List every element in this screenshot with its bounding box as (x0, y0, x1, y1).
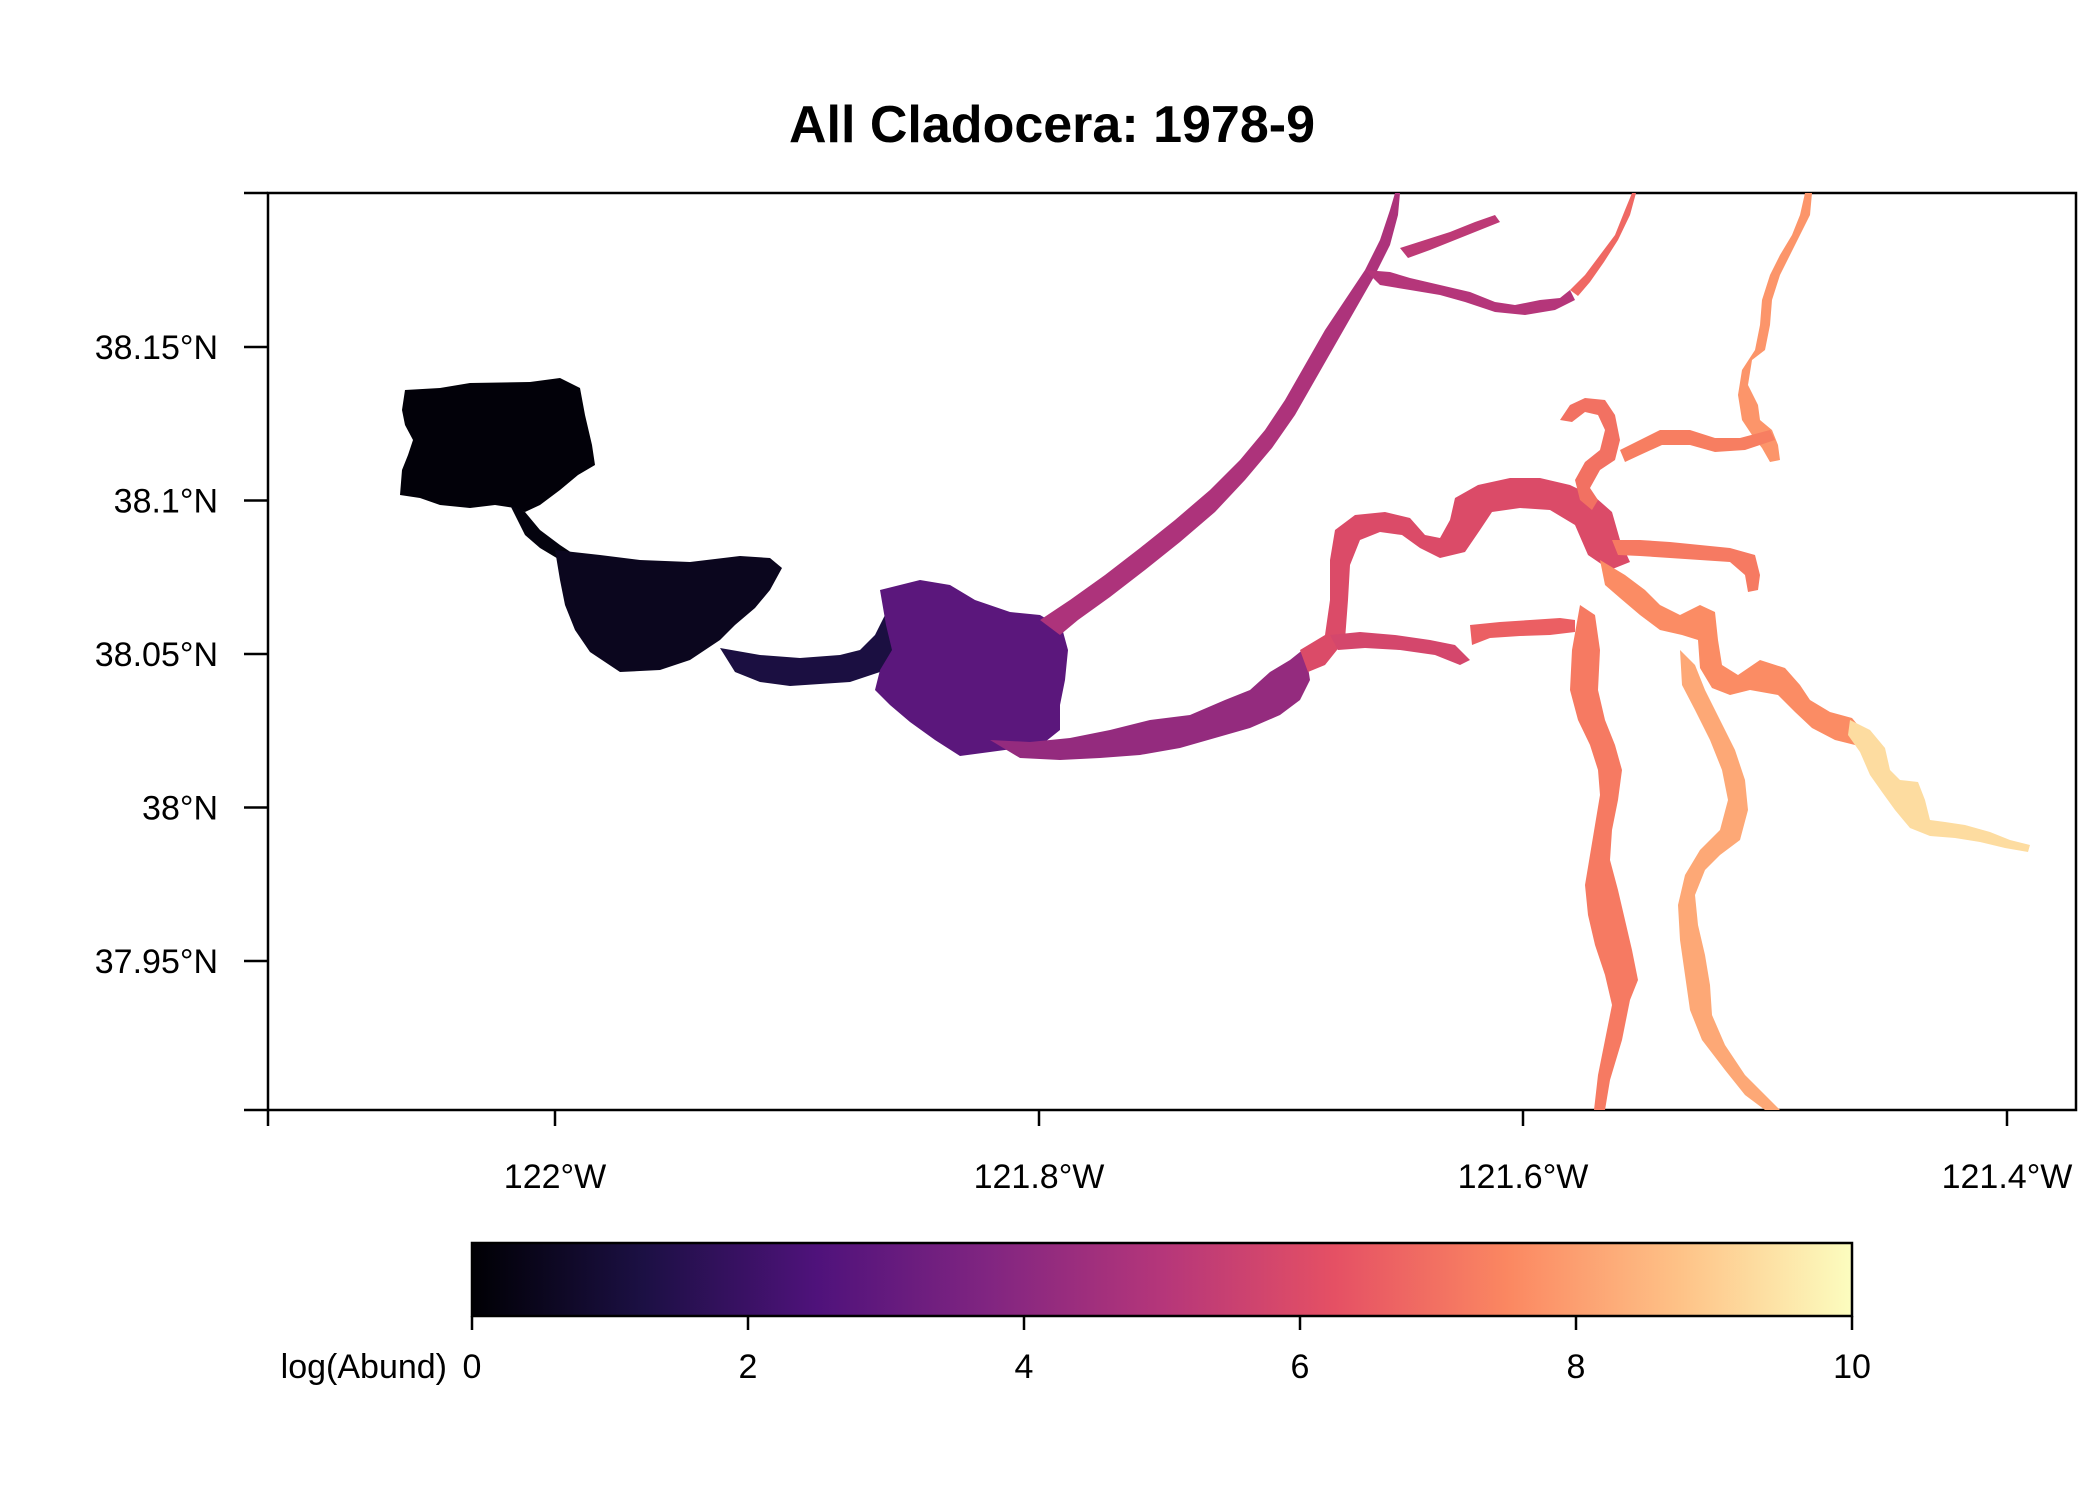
y-tick-label: 37.95°N (95, 943, 218, 981)
water-region-strait (720, 587, 930, 686)
color-legend: log(Abund) 0 2 4 6 8 10 (281, 1241, 1871, 1386)
water-region-mid-delta (1300, 478, 1630, 672)
water-region-northeast-creek (1738, 193, 1812, 462)
legend-tick-label: 8 (1567, 1348, 1586, 1386)
color-scale-bar (470, 1241, 1854, 1318)
legend-title: log(Abund) (281, 1348, 447, 1386)
water-region-south-east (1678, 650, 1780, 1110)
y-tick-label: 38.1°N (114, 483, 218, 521)
water-region-east-branch (1612, 540, 1760, 592)
map-frame (266, 191, 2078, 1112)
legend-tick-label: 10 (1833, 1348, 1871, 1386)
water-region-grizzly-bay (400, 378, 595, 512)
water-region-suisun (555, 550, 782, 672)
water-region-center-branch-b (1330, 632, 1470, 665)
x-axis: 122°W 121.8°W 121.6°W 121.4°W (266, 1110, 2073, 1196)
water-bodies (400, 193, 2030, 1110)
water-region-east-tail (1848, 720, 2030, 852)
water-region-north-creek-a (1365, 270, 1575, 315)
x-tick-label: 121.6°W (1458, 1158, 1589, 1196)
map-panel: 122°W 121.8°W 121.6°W 121.4°W 38.15°N 38.1°N… (95, 191, 2078, 1196)
map-title: All Cladocera: 1978-9 (789, 96, 1315, 154)
water-region-center-branch (1470, 618, 1575, 645)
water-region-san-joaquin (1600, 560, 1862, 745)
water-region-honker (875, 580, 1068, 756)
x-tick-label: 121.4°W (1942, 1158, 2073, 1196)
y-tick-label: 38.05°N (95, 636, 218, 674)
y-axis: 38.15°N 38.1°N 38.05°N 38°N 37.95°N (95, 191, 268, 1112)
x-tick-label: 122°W (504, 1158, 606, 1196)
y-tick-label: 38.15°N (95, 329, 218, 367)
water-region-south-west (1570, 605, 1638, 1110)
water-region-east-meander (1560, 398, 1620, 510)
legend-ticks: 0 2 4 6 8 10 (463, 1316, 1871, 1386)
water-region-neck (510, 505, 575, 560)
water-region-north-creek-b (1400, 215, 1500, 258)
legend-tick-label: 0 (463, 1348, 482, 1386)
water-region-east-creek (1620, 430, 1775, 462)
water-region-north-creek-c (1570, 193, 1636, 296)
legend-tick-label: 4 (1015, 1348, 1034, 1386)
y-tick-label: 38°N (142, 790, 218, 828)
legend-tick-label: 2 (739, 1348, 758, 1386)
x-tick-label: 121.8°W (974, 1158, 1105, 1196)
legend-tick-label: 6 (1291, 1348, 1310, 1386)
water-region-lower-channel (990, 648, 1310, 760)
